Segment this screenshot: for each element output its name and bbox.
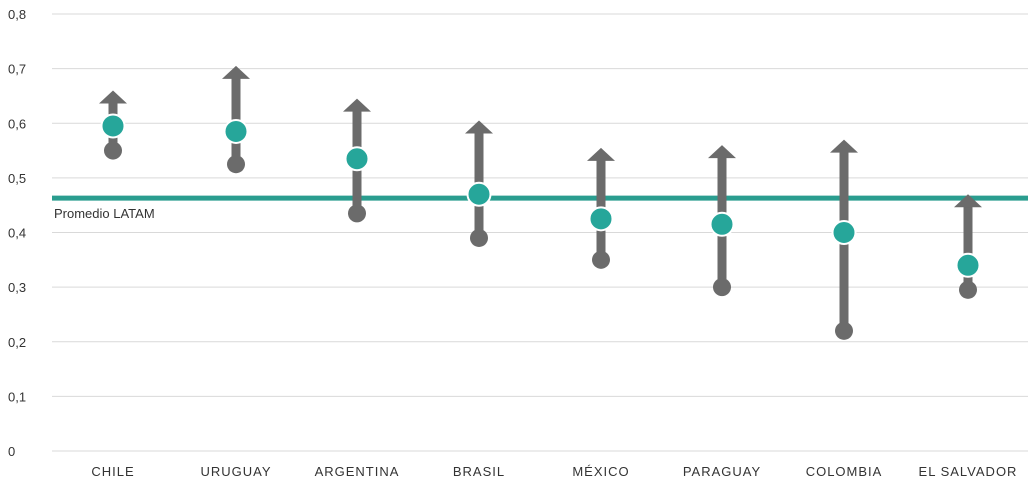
range-group bbox=[222, 66, 250, 173]
value-point bbox=[102, 114, 125, 137]
range-group bbox=[954, 194, 982, 299]
range-arrow-head bbox=[587, 148, 615, 161]
y-tick-label: 0,7 bbox=[8, 62, 26, 77]
y-tick-label: 0,5 bbox=[8, 171, 26, 186]
range-low-dot bbox=[348, 204, 366, 222]
x-tick-label: URUGUAY bbox=[200, 464, 271, 479]
range-arrow-head bbox=[343, 99, 371, 112]
value-point bbox=[468, 183, 491, 206]
range-arrow-head bbox=[830, 140, 858, 153]
y-tick-label: 0,2 bbox=[8, 335, 26, 350]
x-axis-ticks: CHILE URUGUAY ARGENTINA BRASIL MÉXICO PARAGUA… bbox=[91, 464, 1017, 479]
range-low-dot bbox=[835, 322, 853, 340]
y-axis-ticks: 0 0,1 0,2 0,3 0,4 0,5 0,6 0,7 0,8 bbox=[8, 7, 26, 459]
range-marks bbox=[99, 66, 982, 340]
x-tick-label: ARGENTINA bbox=[315, 464, 400, 479]
gridlines bbox=[52, 14, 1028, 451]
range-arrow-head bbox=[99, 90, 127, 103]
range-group bbox=[99, 90, 127, 159]
range-group bbox=[830, 140, 858, 340]
value-point bbox=[590, 207, 613, 230]
reference-line-label: Promedio LATAM bbox=[54, 206, 155, 221]
y-tick-label: 0,4 bbox=[8, 226, 26, 241]
x-tick-label: EL SALVADOR bbox=[919, 464, 1018, 479]
x-tick-label: CHILE bbox=[91, 464, 134, 479]
x-tick-label: MÉXICO bbox=[572, 464, 629, 479]
range-arrow-head bbox=[465, 121, 493, 134]
range-low-dot bbox=[959, 281, 977, 299]
range-group bbox=[465, 121, 493, 247]
range-group bbox=[708, 145, 736, 296]
range-low-dot bbox=[713, 278, 731, 296]
reference-line-group: Promedio LATAM bbox=[52, 198, 1028, 221]
y-tick-label: 0,3 bbox=[8, 280, 26, 295]
value-point bbox=[225, 120, 248, 143]
range-arrow-head bbox=[222, 66, 250, 79]
y-tick-label: 0 bbox=[8, 444, 15, 459]
x-tick-label: BRASIL bbox=[453, 464, 505, 479]
x-tick-label: COLOMBIA bbox=[806, 464, 883, 479]
range-arrow-head bbox=[708, 145, 736, 158]
value-point bbox=[711, 213, 734, 236]
y-tick-label: 0,8 bbox=[8, 7, 26, 22]
x-tick-label: PARAGUAY bbox=[683, 464, 761, 479]
range-low-dot bbox=[104, 142, 122, 160]
range-low-dot bbox=[227, 155, 245, 173]
range-low-dot bbox=[470, 229, 488, 247]
y-tick-label: 0,1 bbox=[8, 389, 26, 404]
value-point bbox=[346, 147, 369, 170]
value-point bbox=[957, 254, 980, 277]
value-point bbox=[833, 221, 856, 244]
range-group bbox=[587, 148, 615, 269]
y-tick-label: 0,6 bbox=[8, 116, 26, 131]
range-group bbox=[343, 99, 371, 223]
range-low-dot bbox=[592, 251, 610, 269]
